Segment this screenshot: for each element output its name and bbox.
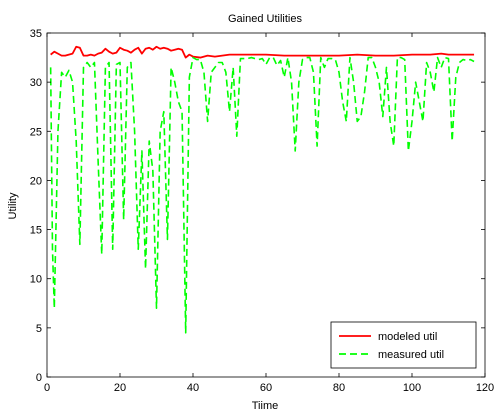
y-tick-label: 5 (36, 323, 42, 335)
series-line-1 (50, 45, 475, 59)
chart-title: Gained Utilities (228, 13, 302, 25)
x-tick-label: 100 (403, 382, 421, 394)
y-tick-label: 35 (30, 28, 42, 40)
y-tick-label: 10 (30, 274, 42, 286)
legend-label-2: measured util (378, 349, 444, 361)
y-tick-label: 20 (30, 175, 42, 187)
x-tick-label: 120 (476, 382, 494, 394)
y-axis-label: Utility (7, 192, 19, 219)
x-tick-label: 20 (114, 382, 126, 394)
x-tick-label: 40 (187, 382, 199, 394)
x-tick-label: 60 (260, 382, 272, 394)
series-layer (49, 45, 475, 334)
legend: modeled util measured util (330, 321, 477, 369)
y-tick-label: 25 (30, 126, 42, 138)
legend-box (330, 321, 477, 369)
legend-label-1: modeled util (378, 331, 437, 343)
axes-layer: 0 20 40 60 80 100 120 0 5 10 15 20 25 30 35 (30, 28, 494, 394)
series-line-2 (49, 56, 475, 334)
plot-area (47, 33, 485, 377)
y-tick-label: 15 (30, 225, 42, 237)
x-tick-label: 0 (44, 382, 50, 394)
plot-background (47, 33, 485, 377)
x-axis-label: Tiime (252, 400, 278, 412)
y-tick-label: 30 (30, 77, 42, 89)
y-tick-label: 0 (36, 372, 42, 384)
x-tick-label: 80 (333, 382, 345, 394)
